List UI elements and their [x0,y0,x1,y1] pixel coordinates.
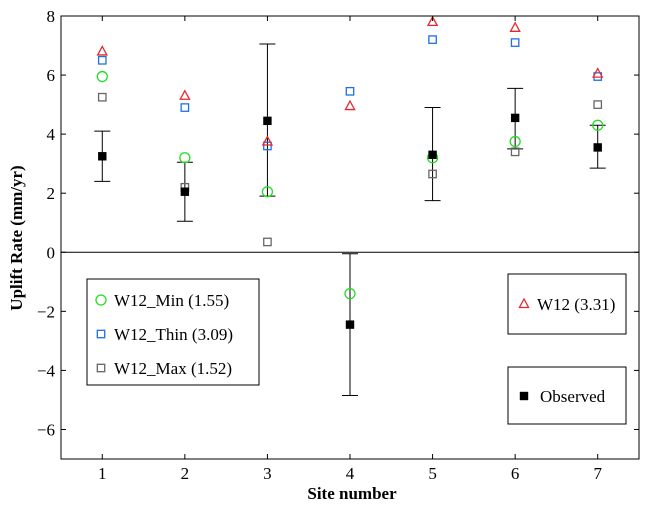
point-observed [98,152,107,161]
legend-label-w12: W12 (3.31) [537,295,615,314]
legend-entry-w12-max: W12_Max (1.52) [96,359,232,378]
legend-label-w12-min: W12_Min (1.55) [114,291,229,310]
point-w12-max [263,237,272,247]
point-w12-min [179,152,191,164]
y-tick-label: 6 [47,66,56,85]
y-tick-label: 0 [47,243,56,262]
point-w12-min [509,135,521,148]
point-w12-thin [345,86,355,96]
point-w12-min [344,287,356,300]
point-w12 [261,135,274,146]
x-tick-label: 7 [593,464,602,483]
ticks-layer: 1 2 3 4 5 6 7 −6 −4 −2 0 2 4 6 8 [37,7,639,483]
legend-label-w12-thin: W12_Thin (3.09) [114,325,233,344]
point-w12-thin [263,141,272,151]
legend-observed: Observed [507,366,627,425]
legend-label-w12-max: W12_Max (1.52) [114,359,232,378]
point-w12-max [510,147,520,157]
point-w12 [179,89,191,100]
points-layer [96,15,604,329]
x-tick-label: 1 [98,464,107,483]
y-axis-title: Uplift Rate (mm/yr) [7,165,26,310]
x-tick-label: 6 [511,464,520,483]
legend-models: W12_Min (1.55) W12_Thin (3.09) W12_Max (… [86,278,260,386]
point-w12-thin [428,35,437,44]
y-tick-label: 2 [47,184,56,203]
legend-w12: W12 (3.31) [507,273,627,335]
legend-marker [519,391,529,401]
legend-entry-w12: W12 (3.31) [518,295,615,314]
legend-models-box [86,278,260,386]
legend-entry-w12-min: W12_Min (1.55) [95,291,229,310]
legend-marker [96,329,106,339]
point-w12 [592,67,604,78]
legend-marker [96,363,106,373]
point-observed [345,320,355,329]
point-w12-max [593,100,603,109]
y-tick-label: −2 [37,302,55,321]
x-tick-label: 2 [181,464,190,483]
point-w12 [344,99,356,111]
legend-entry-w12-thin: W12_Thin (3.09) [96,325,233,344]
legend-w12-box [507,273,627,335]
point-w12 [96,45,108,56]
legend-entry-observed: Observed [519,387,606,406]
x-tick-label: 4 [346,464,355,483]
point-observed [180,187,190,196]
point-observed [428,150,437,160]
point-observed [510,113,520,123]
point-w12 [426,15,439,27]
x-tick-label: 3 [263,464,272,483]
point-w12 [509,21,521,32]
point-observed [593,143,602,152]
x-tick-label: 5 [428,464,437,483]
point-w12-thin [510,38,520,47]
point-w12-max [428,169,437,179]
point-w12-min [96,70,108,83]
point-w12-min [592,119,604,131]
point-observed [263,116,272,126]
y-tick-label: 4 [47,125,56,144]
legend-marker [518,297,530,309]
point-w12-thin [180,103,190,112]
point-w12-thin [97,55,107,65]
y-tick-label: −6 [37,420,55,439]
y-tick-label: 8 [47,7,56,26]
legend-label-observed: Observed [540,387,606,406]
x-axis-title: Site number [307,484,397,503]
legend-marker [95,294,107,306]
point-w12-min [261,186,274,198]
y-tick-label: −4 [37,361,56,380]
point-w12-max [97,92,107,102]
